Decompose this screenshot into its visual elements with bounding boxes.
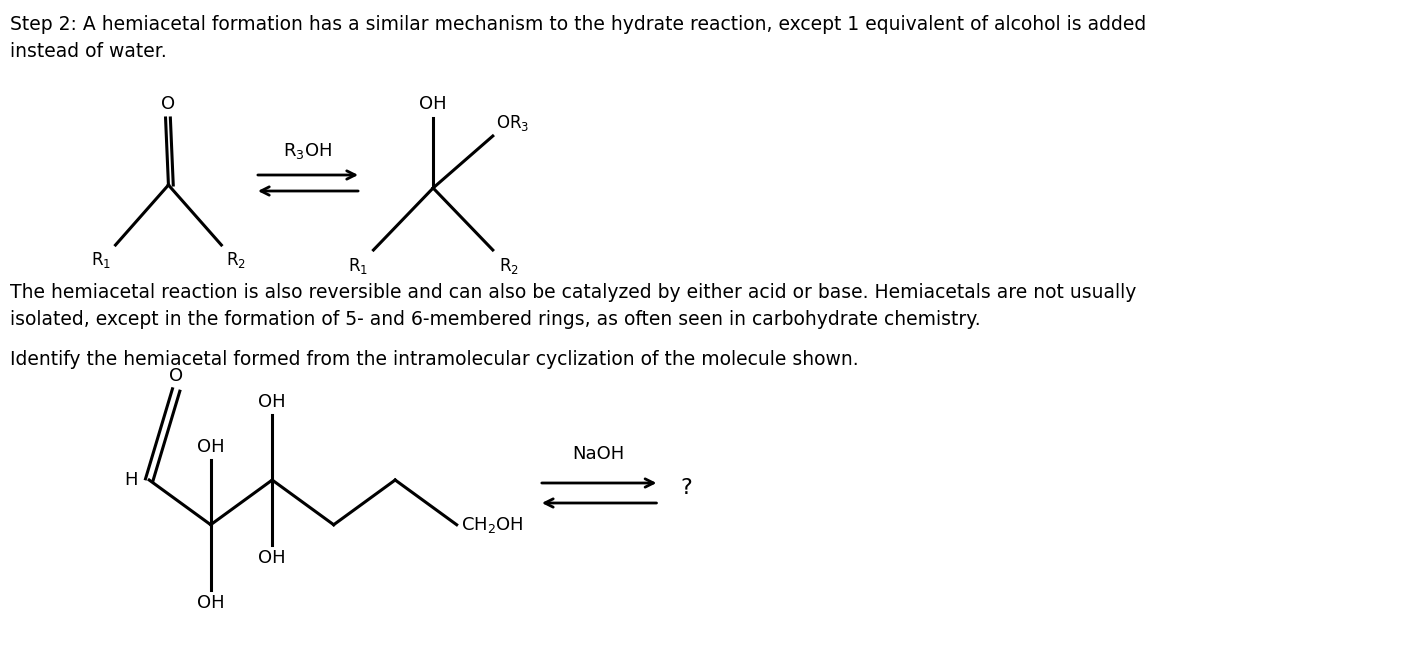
Text: CH$_2$OH: CH$_2$OH <box>462 515 524 535</box>
Text: R$_2$: R$_2$ <box>498 256 518 276</box>
Text: OR$_3$: OR$_3$ <box>496 113 529 133</box>
Text: R$_2$: R$_2$ <box>227 250 246 270</box>
Text: isolated, except in the formation of 5- and 6-membered rings, as often seen in c: isolated, except in the formation of 5- … <box>10 310 980 329</box>
Text: instead of water.: instead of water. <box>10 42 166 61</box>
Text: Step 2: A hemiacetal formation has a similar mechanism to the hydrate reaction, : Step 2: A hemiacetal formation has a sim… <box>10 15 1146 34</box>
Text: R$_3$OH: R$_3$OH <box>283 141 332 161</box>
Text: OH: OH <box>420 95 446 113</box>
Text: H: H <box>124 471 138 489</box>
Text: OH: OH <box>197 437 224 456</box>
Text: OH: OH <box>259 393 286 411</box>
Text: The hemiacetal reaction is also reversible and can also be catalyzed by either a: The hemiacetal reaction is also reversib… <box>10 283 1136 302</box>
Text: R$_1$: R$_1$ <box>348 256 367 276</box>
Text: ?: ? <box>680 478 693 498</box>
Text: O: O <box>162 95 176 113</box>
Text: NaOH: NaOH <box>573 445 625 463</box>
Text: OH: OH <box>259 549 286 567</box>
Text: O: O <box>169 367 183 385</box>
Text: OH: OH <box>197 594 224 612</box>
Text: R$_1$: R$_1$ <box>90 250 111 270</box>
Text: Identify the hemiacetal formed from the intramolecular cyclization of the molecu: Identify the hemiacetal formed from the … <box>10 350 859 369</box>
